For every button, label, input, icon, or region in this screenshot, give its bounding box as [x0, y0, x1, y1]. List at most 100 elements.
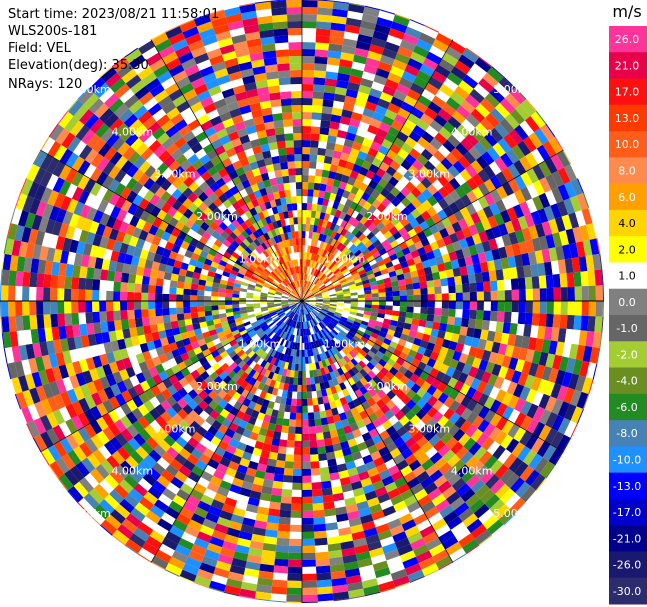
gate-cell: [166, 335, 176, 345]
gate-cell: [562, 342, 572, 358]
gate-cell: [153, 64, 169, 78]
gate-cell: [273, 402, 281, 411]
gate-cell: [351, 347, 360, 356]
gate-cell: [329, 274, 336, 281]
gate-cell: [109, 489, 124, 504]
gate-cell: [328, 332, 335, 340]
gate-cell: [468, 366, 479, 378]
gate-cell: [491, 524, 505, 536]
gate-cell: [415, 377, 426, 388]
gate-cell: [302, 559, 316, 567]
gate-cell: [120, 186, 132, 200]
gate-cell: [278, 367, 284, 376]
gate-cell: [88, 98, 104, 114]
gate-cell: [191, 544, 207, 556]
gate-cell: [400, 431, 413, 443]
gate-cell: [573, 315, 582, 331]
gate-cell: [459, 383, 471, 396]
gate-cell: [206, 340, 215, 349]
gate-cell: [541, 339, 551, 354]
gate-cell: [158, 95, 173, 109]
gate-cell: [437, 392, 449, 404]
gate-cell: [93, 322, 102, 334]
gate-cell: [205, 353, 214, 362]
gate-cell: [261, 310, 269, 314]
gate-cell: [85, 231, 96, 245]
gate-cell: [314, 333, 320, 341]
gate-cell: [275, 306, 282, 310]
gate-cell: [193, 266, 203, 274]
gate-cell: [372, 173, 383, 184]
gate-cell: [334, 143, 344, 153]
gate-cell: [282, 339, 287, 347]
gate-cell: [218, 259, 228, 267]
gate-cell: [139, 210, 151, 222]
gate-cell: [127, 301, 135, 311]
gate-cell: [155, 198, 167, 210]
gate-cell: [569, 242, 579, 259]
gate-cell: [315, 305, 322, 309]
gate-cell: [312, 340, 318, 349]
gate-cell: [131, 407, 144, 421]
gate-cell: [416, 70, 432, 83]
gate-cell: [343, 379, 351, 389]
gate-cell: [223, 328, 232, 336]
gate-cell: [419, 525, 435, 538]
gate-cell: [262, 270, 270, 277]
gate-cell: [155, 301, 163, 309]
gate-cell: [227, 370, 237, 379]
gate-cell: [169, 280, 178, 288]
gate-cell: [571, 329, 581, 345]
gate-cell: [312, 276, 318, 284]
gate-cell: [331, 577, 347, 587]
gate-cell: [496, 279, 505, 291]
gate-cell: [225, 293, 233, 298]
gate-cell: [314, 278, 320, 285]
gate-cell: [581, 208, 593, 225]
gate-cell: [108, 192, 121, 206]
gate-cell: [242, 355, 251, 364]
gate-cell: [359, 207, 368, 217]
gate-cell: [451, 477, 466, 492]
gate-cell: [138, 129, 153, 143]
gate-cell: [462, 309, 470, 319]
gate-cell: [384, 549, 400, 561]
gate-cell: [281, 297, 289, 300]
gate-cell: [282, 291, 290, 296]
gate-cell: [284, 461, 294, 469]
gate-cell: [263, 536, 278, 545]
gate-cell: [326, 271, 334, 278]
gate-cell: [69, 239, 79, 253]
gate-cell: [210, 499, 225, 511]
gate-cell: [365, 534, 380, 545]
gate-cell: [268, 508, 280, 517]
gate-cell: [148, 308, 156, 318]
gate-cell: [66, 198, 79, 214]
gate-cell: [271, 333, 278, 341]
gate-cell: [180, 483, 194, 495]
gate-cell: [187, 192, 199, 203]
gate-cell: [306, 291, 313, 297]
gate-cell: [460, 99, 476, 114]
gate-cell: [199, 250, 209, 259]
gate-cell: [452, 350, 462, 362]
gate-cell: [470, 212, 482, 225]
gate-cell: [116, 380, 128, 394]
gate-cell: [166, 195, 177, 207]
gate-cell: [55, 378, 67, 394]
gate-cell: [260, 304, 268, 308]
gate-cell: [29, 198, 41, 215]
gate-cell: [151, 555, 169, 570]
gate-cell: [575, 344, 586, 361]
gate-cell: [222, 450, 234, 461]
gate-cell: [372, 111, 385, 122]
gate-cell: [315, 432, 324, 441]
gate-cell: [69, 465, 85, 482]
gate-cell: [204, 216, 214, 227]
gate-cell: [225, 301, 233, 305]
gate-cell: [462, 48, 479, 64]
gate-cell: [279, 313, 286, 319]
gate-cell: [280, 360, 286, 369]
gate-cell: [323, 213, 331, 222]
gate-cell: [313, 523, 327, 532]
